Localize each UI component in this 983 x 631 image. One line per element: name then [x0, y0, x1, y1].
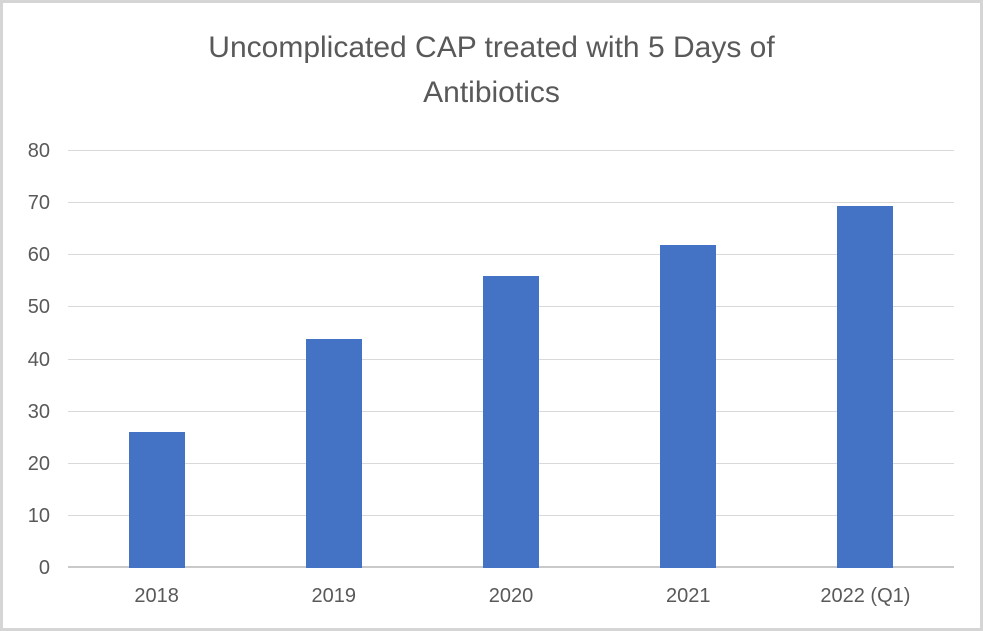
bar-cell: [68, 151, 245, 568]
chart-title: Uncomplicated CAP treated with 5 Days of…: [3, 25, 980, 115]
gridline: [68, 202, 954, 204]
y-axis-tick-label: 70: [27, 192, 50, 215]
gridline: [68, 150, 954, 151]
x-axis-tick-label: 2019: [311, 585, 357, 607]
bar-2018: [128, 432, 185, 568]
plot-area: [68, 150, 954, 568]
bar-cell: [245, 151, 422, 568]
bar-2020: [483, 276, 539, 568]
bar-cell: [422, 151, 599, 568]
bar-2019: [305, 338, 362, 568]
bar-2021: [660, 244, 717, 568]
y-axis: 0 10 20 30 40 50 60 70 80: [3, 140, 50, 579]
bar-cell: [777, 151, 954, 568]
x-axis-tick-label: 2018: [134, 585, 179, 607]
y-axis-tick-label: 50: [27, 296, 50, 319]
gridline: [68, 254, 954, 256]
x-axis-tick-label: 2020: [488, 585, 534, 607]
y-axis-tick-label: 30: [27, 400, 50, 423]
x-axis-tick-label: 2021: [665, 585, 711, 607]
x-axis-tick-label: 2022 (Q1): [820, 585, 911, 607]
bars: [68, 151, 954, 568]
y-axis-tick-label: 20: [27, 452, 50, 475]
y-axis-tick-label: 60: [27, 244, 50, 267]
x-axis: 2018 2019 2020 2021 2022 (Q1): [68, 585, 954, 615]
chart-title-text: Uncomplicated CAP treated with 5 Days of…: [208, 31, 775, 109]
y-axis-tick-label: 0: [38, 557, 50, 579]
y-axis-tick-label: 80: [27, 140, 50, 162]
y-axis-tick-label: 40: [27, 348, 50, 371]
bar-cell: [600, 151, 777, 568]
y-axis-tick-label: 10: [27, 504, 50, 527]
bar-2022-q1-: [837, 205, 894, 568]
